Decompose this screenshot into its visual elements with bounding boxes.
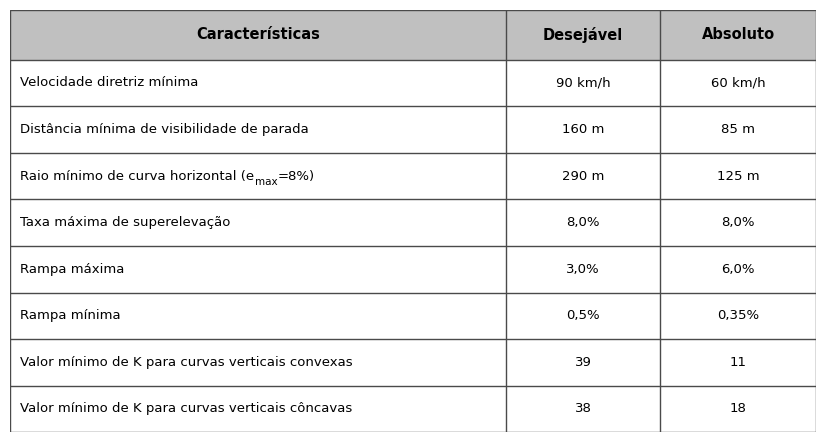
Text: 8,0%: 8,0% — [567, 216, 600, 229]
Bar — [10, 293, 816, 339]
Text: 11: 11 — [730, 356, 747, 369]
Text: 90 km/h: 90 km/h — [556, 76, 610, 89]
Text: 0,35%: 0,35% — [717, 309, 759, 322]
Bar — [10, 153, 816, 199]
Text: Taxa máxima de superelevação: Taxa máxima de superelevação — [21, 216, 230, 229]
Text: 39: 39 — [575, 356, 591, 369]
Text: 18: 18 — [730, 403, 747, 415]
Bar — [10, 246, 816, 293]
Text: 3,0%: 3,0% — [567, 263, 600, 276]
Text: 6,0%: 6,0% — [722, 263, 755, 276]
Bar — [10, 339, 816, 386]
Bar — [10, 60, 816, 106]
Text: max: max — [254, 177, 278, 187]
Text: 85 m: 85 m — [721, 123, 755, 136]
Text: 38: 38 — [575, 403, 591, 415]
Text: 8,0%: 8,0% — [722, 216, 755, 229]
Text: Valor mínimo de K para curvas verticais côncavas: Valor mínimo de K para curvas verticais … — [21, 403, 353, 415]
Text: Velocidade diretriz mínima: Velocidade diretriz mínima — [21, 76, 199, 89]
Bar — [10, 10, 816, 60]
Bar — [10, 106, 816, 153]
Text: Rampa máxima: Rampa máxima — [21, 263, 125, 276]
Bar — [10, 199, 816, 246]
Text: 0,5%: 0,5% — [567, 309, 600, 322]
Text: Raio mínimo de curva horizontal (e: Raio mínimo de curva horizontal (e — [21, 170, 254, 183]
Text: =8%): =8%) — [278, 170, 314, 183]
Text: 60 km/h: 60 km/h — [711, 76, 766, 89]
Text: Desejável: Desejável — [543, 27, 624, 43]
Text: Distância mínima de visibilidade de parada: Distância mínima de visibilidade de para… — [21, 123, 309, 136]
Text: Valor mínimo de K para curvas verticais convexas: Valor mínimo de K para curvas verticais … — [21, 356, 353, 369]
Text: 160 m: 160 m — [562, 123, 605, 136]
Text: Características: Características — [196, 27, 320, 42]
Text: 290 m: 290 m — [562, 170, 605, 183]
Bar — [10, 386, 816, 432]
Text: Absoluto: Absoluto — [702, 27, 775, 42]
Text: 125 m: 125 m — [717, 170, 760, 183]
Text: Rampa mínima: Rampa mínima — [21, 309, 121, 322]
